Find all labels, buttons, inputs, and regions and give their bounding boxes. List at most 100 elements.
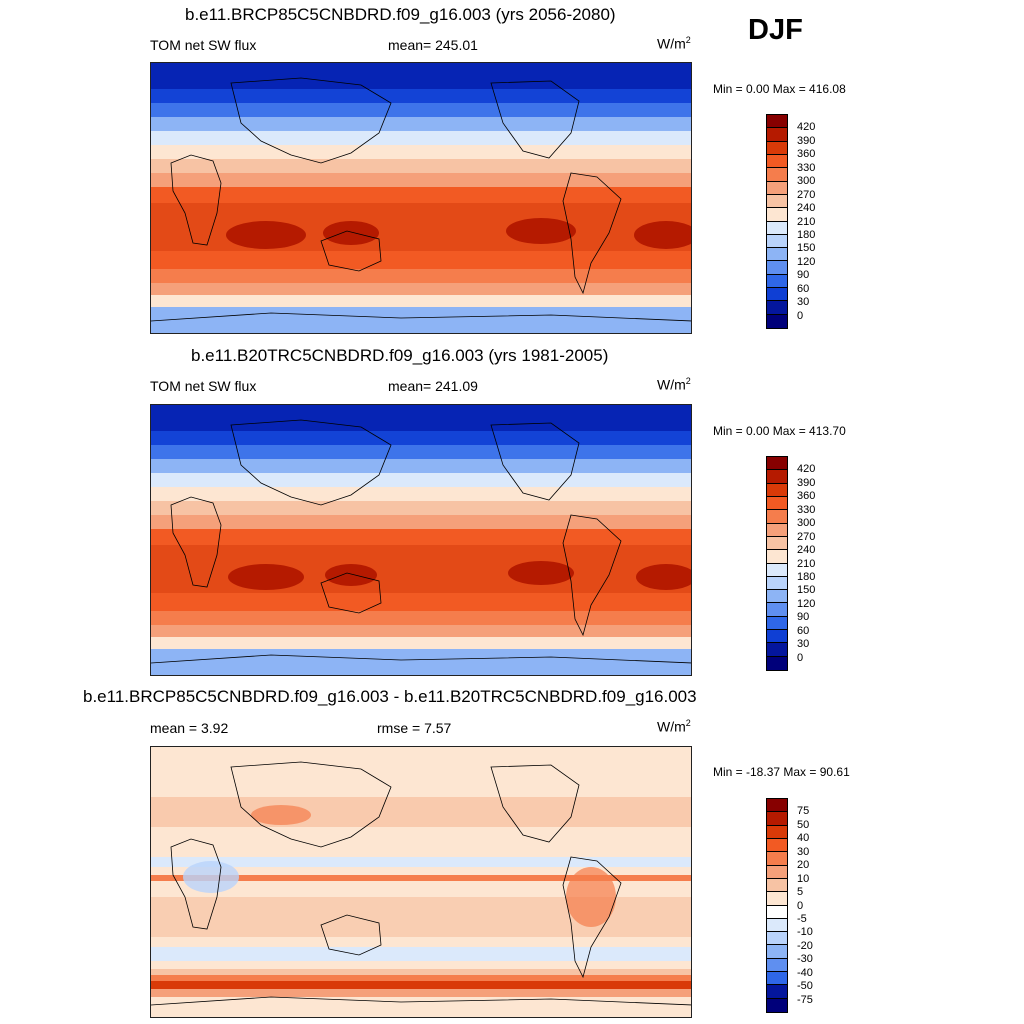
panel-title: b.e11.BRCP85C5CNBDRD.f09_g16.003 (yrs 20… — [185, 5, 616, 24]
colorbar-swatch — [767, 838, 787, 853]
colorbar-swatch — [767, 194, 787, 209]
mean-label: mean= 245.01 — [388, 37, 478, 53]
colorbar-swatch — [767, 630, 787, 644]
colorbar-swatch — [767, 932, 787, 946]
colorbar-swatch — [767, 483, 787, 497]
colorbar-swatch — [767, 141, 787, 155]
map-future — [150, 62, 692, 334]
colorbar-swatch — [767, 799, 787, 813]
mean-label: mean = 3.92 — [150, 720, 229, 736]
colorbar-tick-label: 210 — [797, 557, 816, 570]
colorbar-swatch — [767, 656, 787, 670]
colorbar-swatch — [767, 985, 787, 999]
colorbar-tick-label: 180 — [797, 570, 816, 583]
colorbar-tick-label: 150 — [797, 242, 816, 255]
mean-label: mean= 241.09 — [388, 378, 478, 394]
colorbar-swatch — [767, 643, 787, 657]
colorbar-swatch — [767, 154, 787, 169]
colorbar-swatch — [767, 181, 787, 195]
colorbar-tick-label: -75 — [797, 993, 813, 1006]
colorbar-tick-label: 420 — [797, 121, 816, 134]
colorbar-tick-label: 270 — [797, 188, 816, 201]
colorbar-tick-label: 330 — [797, 503, 816, 516]
colorbar-historical — [766, 456, 788, 671]
colorbar-tick-label: 420 — [797, 463, 816, 476]
panel-title: b.e11.B20TRC5CNBDRD.f09_g16.003 (yrs 198… — [191, 346, 609, 365]
colorbar-swatch — [767, 523, 787, 537]
colorbar-tick-label: 90 — [797, 611, 810, 624]
variable-label: TOM net SW flux — [150, 37, 257, 53]
colorbar-swatch — [767, 812, 787, 826]
colorbar-tick-label: 330 — [797, 161, 816, 174]
colorbar-tick-label: 30 — [797, 296, 810, 309]
colorbar-tick-label: 0 — [797, 899, 804, 912]
colorbar-tick-label: 210 — [797, 215, 816, 228]
colorbar-tick-label: -5 — [797, 912, 807, 925]
colorbar-swatch — [767, 892, 787, 906]
variable-label: TOM net SW flux — [150, 378, 257, 394]
colorbar-swatch — [767, 314, 787, 328]
colorbar-tick-label: 270 — [797, 530, 816, 543]
colorbar-swatch — [767, 603, 787, 617]
colorbar-swatch — [767, 457, 787, 471]
colorbar-tick-label: -40 — [797, 966, 813, 979]
minmax-label: Min = 0.00 Max = 416.08 — [713, 82, 846, 96]
colorbar-tick-label: 0 — [797, 651, 804, 664]
colorbar-swatch — [767, 470, 787, 484]
colorbar-tick-label: 75 — [797, 805, 810, 818]
colorbar-swatch — [767, 563, 787, 577]
colorbar-swatch — [767, 288, 787, 302]
colorbar-tick-label: -10 — [797, 926, 813, 939]
colorbar-swatch — [767, 261, 787, 275]
colorbar-swatch — [767, 208, 787, 222]
colorbar-swatch — [767, 128, 787, 142]
colorbar-swatch — [767, 865, 787, 879]
colorbar-tick-label: 60 — [797, 282, 810, 295]
colorbar-tick-label: 390 — [797, 476, 816, 489]
colorbar-swatch — [767, 905, 787, 919]
panel-title: b.e11.BRCP85C5CNBDRD.f09_g16.003 - b.e11… — [83, 687, 697, 706]
colorbar-future — [766, 114, 788, 329]
colorbar-swatch — [767, 616, 787, 631]
colorbar-swatch — [767, 248, 787, 262]
colorbar-tick-label: 30 — [797, 845, 810, 858]
colorbar-tick-label: 300 — [797, 517, 816, 530]
colorbar-swatch — [767, 496, 787, 511]
colorbar-swatch — [767, 972, 787, 986]
colorbar-swatch — [767, 958, 787, 973]
colorbar-swatch — [767, 234, 787, 249]
colorbar-swatch — [767, 998, 787, 1012]
colorbar-tick-label: 180 — [797, 228, 816, 241]
colorbar-tick-label: -20 — [797, 939, 813, 952]
colorbar-swatch — [767, 221, 787, 235]
colorbar-tick-label: 20 — [797, 859, 810, 872]
colorbar-tick-label: 240 — [797, 544, 816, 557]
colorbar-swatch — [767, 576, 787, 591]
colorbar-tick-label: 40 — [797, 832, 810, 845]
colorbar-tick-label: 300 — [797, 175, 816, 188]
minmax-label: Min = 0.00 Max = 413.70 — [713, 424, 846, 438]
colorbar-swatch — [767, 274, 787, 289]
colorbar-tick-label: -30 — [797, 953, 813, 966]
colorbar-swatch — [767, 945, 787, 959]
colorbar-tick-label: 360 — [797, 148, 816, 161]
colorbar-tick-label: 90 — [797, 269, 810, 282]
units-label: W/m2 — [657, 718, 691, 735]
colorbar-swatch — [767, 301, 787, 315]
colorbar-tick-label: 240 — [797, 202, 816, 215]
colorbar-tick-label: 60 — [797, 624, 810, 637]
colorbar-swatch — [767, 115, 787, 129]
colorbar-tick-label: -50 — [797, 980, 813, 993]
season-label: DJF — [748, 14, 803, 46]
rmse-label: rmse = 7.57 — [377, 720, 452, 736]
colorbar-swatch — [767, 590, 787, 604]
colorbar-swatch — [767, 536, 787, 551]
colorbar-swatch — [767, 878, 787, 893]
colorbar-tick-label: 50 — [797, 818, 810, 831]
colorbar-swatch — [767, 168, 787, 182]
colorbar-swatch — [767, 550, 787, 564]
colorbar-tick-label: 150 — [797, 584, 816, 597]
minmax-label: Min = -18.37 Max = 90.61 — [713, 765, 850, 779]
colorbar-swatch — [767, 510, 787, 524]
colorbar-tick-label: 120 — [797, 255, 816, 268]
